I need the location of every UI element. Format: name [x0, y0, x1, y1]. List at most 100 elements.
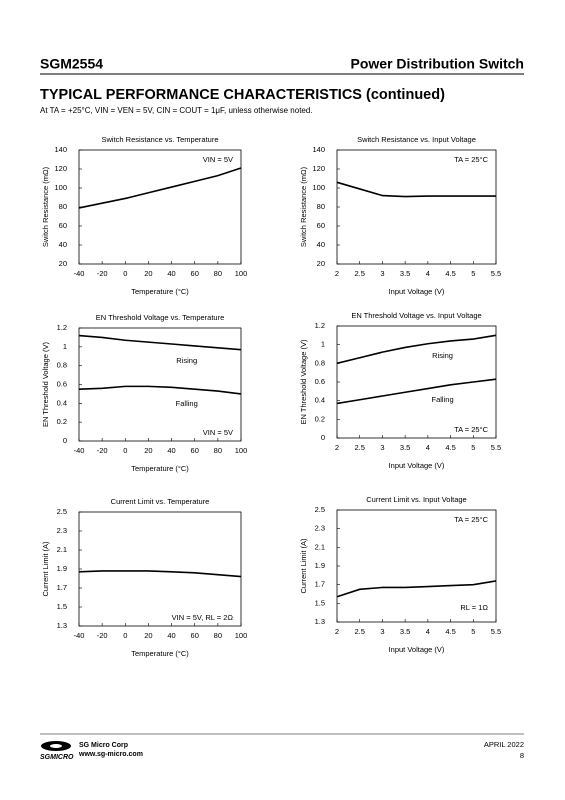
x-tick-label: 5	[471, 443, 475, 452]
y-tick-label: 100	[54, 183, 67, 192]
y-tick-label: 1.2	[57, 323, 67, 332]
x-axis-label: Temperature (°C)	[131, 464, 189, 473]
x-tick-label: 4.5	[445, 443, 455, 452]
y-tick-label: 1.3	[315, 617, 325, 626]
y-tick-label: 1.2	[315, 321, 325, 330]
y-tick-label: 2.5	[57, 507, 67, 516]
y-axis-label: Switch Resistance (mΩ)	[41, 166, 50, 247]
chart-title: EN Threshold Voltage vs. Temperature	[96, 313, 225, 322]
x-tick-label: 60	[191, 446, 199, 455]
x-tick-label: 100	[235, 269, 248, 278]
y-axis-label: Current Limit (A)	[41, 541, 50, 597]
data-line	[78, 167, 242, 209]
y-tick-label: 2.1	[57, 545, 67, 554]
y-tick-label: 20	[317, 259, 325, 268]
x-tick-label: 80	[214, 269, 222, 278]
y-tick-label: 2.3	[57, 526, 67, 535]
y-tick-label: 0.2	[315, 414, 325, 423]
x-tick-label: -20	[97, 446, 108, 455]
y-tick-label: 20	[59, 259, 67, 268]
annotation: VIN = 5V	[203, 155, 233, 164]
x-tick-label: 2.5	[354, 269, 364, 278]
y-tick-label: 2.1	[315, 542, 325, 551]
x-tick-label: -40	[74, 631, 85, 640]
x-tick-label: 4.5	[445, 269, 455, 278]
x-axis-label: Input Voltage (V)	[389, 645, 445, 654]
y-axis-label: EN Threshold Voltage (V)	[299, 339, 308, 424]
chart-title: Current Limit vs. Temperature	[111, 497, 210, 506]
x-tick-label: 40	[167, 446, 175, 455]
conditions: At TA = +25°C, VIN = VEN = 5V, CIN = COU…	[40, 106, 313, 115]
x-axis-label: Temperature (°C)	[131, 287, 189, 296]
y-tick-label: 0.4	[315, 396, 325, 405]
y-tick-label: 140	[312, 145, 325, 154]
x-tick-label: 4	[426, 269, 430, 278]
y-tick-label: 40	[59, 240, 67, 249]
logo-mark-inner	[50, 744, 62, 748]
y-axis-label: Switch Resistance (mΩ)	[299, 166, 308, 247]
x-tick-label: 2.5	[354, 627, 364, 636]
x-tick-label: 40	[167, 269, 175, 278]
data-line	[336, 334, 497, 365]
y-tick-label: 1.9	[57, 564, 67, 573]
chart-title: Switch Resistance vs. Input Voltage	[357, 135, 476, 144]
y-tick-label: 1.9	[315, 561, 325, 570]
x-tick-label: 2.5	[354, 443, 364, 452]
annotation: VIN = 5V, RL = 2Ω	[172, 613, 234, 622]
annotation: TA = 25°C	[454, 155, 489, 164]
x-tick-label: 3	[380, 627, 384, 636]
x-tick-label: -40	[74, 269, 85, 278]
y-tick-label: 1	[321, 340, 325, 349]
y-tick-label: 1.3	[57, 621, 67, 630]
x-tick-label: 5.5	[491, 269, 501, 278]
page-number: 8	[520, 751, 524, 760]
series-label: Rising	[432, 351, 453, 360]
y-tick-label: 1.7	[315, 580, 325, 589]
x-tick-label: 4.5	[445, 627, 455, 636]
y-tick-label: 1.5	[57, 602, 67, 611]
y-tick-label: 0.4	[57, 398, 67, 407]
y-tick-label: 100	[312, 183, 325, 192]
y-tick-label: 60	[317, 221, 325, 230]
x-tick-label: 60	[191, 269, 199, 278]
y-tick-label: 1.7	[57, 583, 67, 592]
x-tick-label: 2	[335, 269, 339, 278]
company: SG Micro Corp	[79, 742, 128, 749]
x-tick-label: 3.5	[400, 443, 410, 452]
y-tick-label: 0.6	[315, 377, 325, 386]
data-line	[336, 181, 496, 198]
x-tick-label: 0	[123, 631, 127, 640]
data-line	[78, 570, 242, 578]
y-tick-label: 0	[63, 436, 67, 445]
x-axis-label: Temperature (°C)	[131, 649, 189, 658]
x-tick-label: 80	[214, 631, 222, 640]
series-label: Falling	[432, 395, 454, 404]
y-tick-label: 2.5	[315, 505, 325, 514]
x-tick-label: 5	[471, 269, 475, 278]
x-tick-label: -20	[97, 631, 108, 640]
annotation: VIN = 5V	[203, 428, 233, 437]
x-tick-label: 5	[471, 627, 475, 636]
website: www.sg-micro.com	[78, 751, 143, 758]
y-tick-label: 1.5	[315, 598, 325, 607]
y-tick-label: 2.3	[315, 524, 325, 533]
data-line	[336, 378, 497, 405]
data-line	[336, 580, 497, 598]
series-label: Falling	[176, 399, 198, 408]
y-tick-label: 120	[54, 164, 67, 173]
x-tick-label: 2	[335, 627, 339, 636]
logo-text: SGMICRO	[40, 754, 74, 761]
chart-title: EN Threshold Voltage vs. Input Voltage	[351, 311, 481, 320]
x-tick-label: 100	[235, 446, 248, 455]
x-tick-label: 20	[144, 631, 152, 640]
chart-title: Switch Resistance vs. Temperature	[102, 135, 219, 144]
x-tick-label: 5.5	[491, 627, 501, 636]
x-tick-label: -20	[97, 269, 108, 278]
x-tick-label: 3	[380, 443, 384, 452]
part-number: SGM2554	[40, 56, 103, 72]
x-tick-label: 4	[426, 627, 430, 636]
annotation: TA = 25°C	[454, 425, 489, 434]
data-line	[78, 334, 242, 351]
x-tick-label: 80	[214, 446, 222, 455]
y-tick-label: 0.8	[315, 358, 325, 367]
